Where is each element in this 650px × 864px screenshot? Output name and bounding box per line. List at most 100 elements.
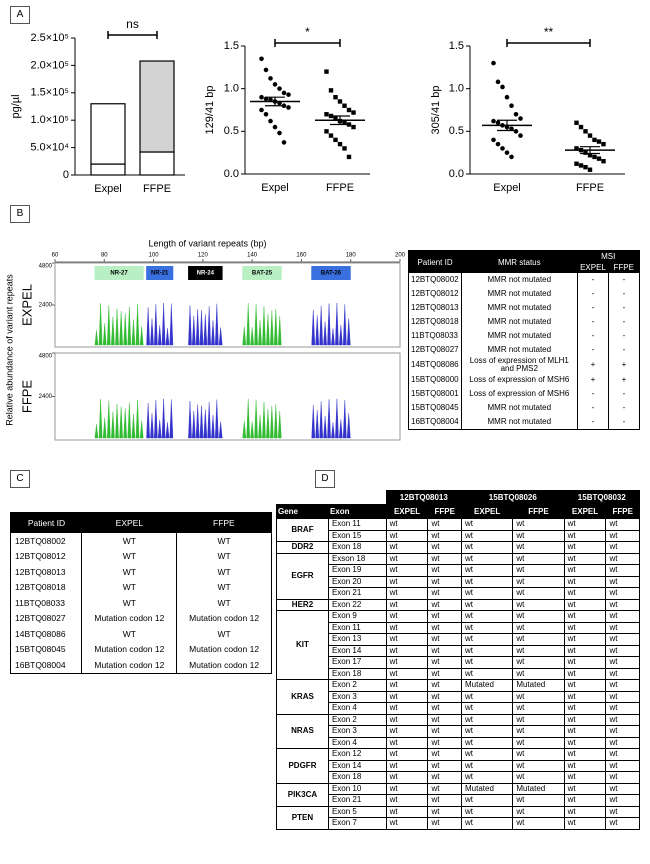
cell: wt bbox=[512, 794, 565, 807]
row: 14BTQ08086 WT WT bbox=[9, 626, 272, 642]
cell: wt bbox=[460, 656, 514, 669]
cell: WT bbox=[81, 626, 177, 642]
data-point bbox=[596, 139, 602, 144]
cell: - bbox=[608, 415, 640, 430]
cell: 16BTQ08004 bbox=[9, 657, 82, 673]
y-axis-label: pg/µl bbox=[10, 94, 22, 118]
peak bbox=[246, 398, 251, 439]
cell: + bbox=[608, 373, 640, 387]
cell: wt bbox=[563, 610, 607, 623]
cell: PIK3CA bbox=[276, 782, 329, 807]
peak bbox=[211, 320, 215, 346]
cell: wt bbox=[605, 759, 640, 772]
row: 15BTQ08045 Mutation codon 12 Mutation codo… bbox=[9, 641, 272, 657]
peak bbox=[192, 315, 196, 346]
cell: wt bbox=[605, 541, 640, 554]
peak bbox=[215, 303, 219, 346]
y-tick-label: 5.0×10⁴ bbox=[30, 142, 69, 154]
cell: 14BTQ08086 bbox=[9, 626, 82, 642]
peak bbox=[119, 406, 123, 439]
cell: wt bbox=[563, 759, 607, 772]
peak bbox=[258, 320, 262, 346]
peak bbox=[135, 304, 140, 346]
cell: KIT bbox=[276, 610, 329, 680]
cell: wt bbox=[427, 725, 462, 738]
data-point bbox=[601, 141, 606, 147]
row: Exon 19 wt wt wt wt wt wt bbox=[277, 564, 640, 577]
cell: MMR not mutated bbox=[460, 287, 578, 301]
cell: PTEN bbox=[276, 805, 329, 830]
peak bbox=[139, 326, 144, 346]
bar-segment bbox=[139, 60, 175, 153]
cell: MMR not mutated bbox=[460, 329, 578, 343]
data-point bbox=[513, 111, 519, 117]
peak bbox=[273, 404, 278, 439]
cell: wt bbox=[563, 771, 607, 784]
cell: 12BTQ08027 bbox=[408, 343, 462, 357]
header-cell: EXPEL bbox=[563, 504, 607, 519]
peak bbox=[161, 398, 166, 439]
row: 12BTQ08012 WT WT bbox=[9, 548, 272, 564]
x-tick-label: FFPE bbox=[576, 182, 604, 194]
y-tick-label: 4800 bbox=[39, 354, 53, 360]
peak bbox=[242, 420, 247, 439]
row: 14BTQ08086 Loss of expression of MLH1 and… bbox=[408, 357, 640, 373]
peak bbox=[331, 328, 335, 346]
cell: MMR not mutated bbox=[460, 273, 578, 287]
data-point bbox=[491, 118, 496, 124]
data-point bbox=[518, 116, 523, 121]
row: 12BTQ08027 Mutation codon 12 Mutation codo… bbox=[9, 610, 272, 626]
y-axis-label: 129/41 bp bbox=[204, 86, 216, 135]
cell: wt bbox=[512, 598, 565, 611]
cell: wt bbox=[605, 552, 640, 565]
data-point bbox=[509, 154, 514, 160]
panel-name: FFPE bbox=[19, 380, 34, 414]
peak bbox=[115, 308, 119, 346]
cell: KRAS bbox=[276, 679, 329, 715]
cell: WT bbox=[81, 548, 177, 564]
cell: Exon 4 bbox=[327, 702, 387, 715]
cell: wt bbox=[605, 518, 640, 531]
cell: - bbox=[577, 415, 609, 430]
cell: wt bbox=[512, 656, 565, 669]
data-point bbox=[324, 69, 329, 74]
peak bbox=[111, 316, 115, 346]
cell: wt bbox=[512, 771, 565, 784]
data-point bbox=[574, 146, 579, 151]
cell: wt bbox=[427, 759, 462, 772]
cell: Mutation codon 12 bbox=[176, 657, 272, 673]
cell: wt bbox=[385, 529, 429, 542]
cell: wt bbox=[460, 633, 514, 646]
data-point bbox=[277, 86, 282, 91]
peak bbox=[195, 404, 200, 439]
peak bbox=[102, 323, 107, 346]
row: 12BTQ08013 MMR not mutated - - bbox=[408, 301, 640, 315]
y-tick-label: 0.0 bbox=[224, 168, 239, 180]
data-point bbox=[351, 110, 356, 115]
header-cell: MMR status bbox=[461, 250, 578, 273]
cell: wt bbox=[512, 748, 565, 761]
cell: Exon 11 bbox=[327, 621, 387, 634]
row: Exon 18 wt wt wt wt wt wt bbox=[277, 771, 640, 784]
cell: Exon 19 bbox=[327, 564, 387, 577]
cell: Mutation codon 12 bbox=[176, 610, 272, 626]
cell: 12BTQ08013 bbox=[9, 564, 82, 580]
data-point bbox=[574, 161, 579, 166]
row: 11BTQ08033 MMR not mutated - - bbox=[408, 329, 640, 343]
cell: wt bbox=[460, 621, 514, 634]
cell: wt bbox=[563, 702, 607, 715]
data-point bbox=[286, 105, 291, 110]
cell: - bbox=[608, 343, 640, 357]
cell: - bbox=[577, 387, 609, 401]
peak bbox=[203, 409, 208, 439]
peak bbox=[315, 315, 320, 346]
data-point bbox=[346, 107, 352, 113]
panel-label: D bbox=[315, 470, 335, 488]
cell: wt bbox=[460, 644, 514, 657]
data-point bbox=[578, 163, 584, 168]
cell: wt bbox=[385, 702, 429, 715]
cell: - bbox=[577, 301, 609, 315]
cell: wt bbox=[460, 771, 514, 784]
row: Exon 3 wt wt wt wt wt wt bbox=[277, 690, 640, 703]
cell: wt bbox=[460, 564, 514, 577]
